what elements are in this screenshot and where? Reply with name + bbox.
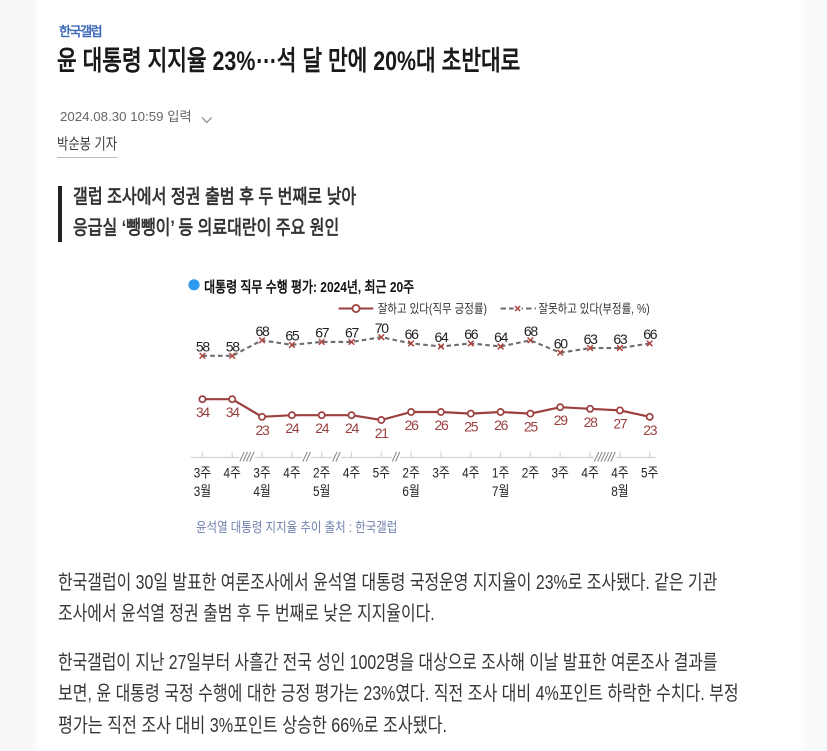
svg-text:8월: 8월 — [611, 483, 628, 499]
svg-text:5주: 5주 — [641, 464, 658, 480]
svg-text:64: 64 — [494, 329, 508, 345]
svg-text:64: 64 — [435, 329, 449, 345]
svg-text:63: 63 — [613, 331, 627, 347]
svg-text:26: 26 — [494, 417, 508, 433]
svg-text:5주: 5주 — [373, 464, 390, 480]
svg-text:4주: 4주 — [283, 464, 300, 480]
svg-text:21: 21 — [375, 425, 389, 441]
svg-text:29: 29 — [554, 412, 568, 428]
svg-text:27: 27 — [613, 415, 627, 431]
svg-text:5월: 5월 — [313, 483, 330, 499]
svg-text:25: 25 — [464, 419, 478, 435]
svg-text:70: 70 — [375, 320, 389, 336]
svg-text:4주: 4주 — [224, 464, 241, 480]
svg-text:24: 24 — [285, 420, 299, 436]
svg-text:잘못하고 있다(부정률, %): 잘못하고 있다(부정률, %) — [539, 301, 650, 316]
svg-text:4주: 4주 — [581, 464, 598, 480]
svg-text:2주: 2주 — [313, 464, 330, 480]
svg-text:3주: 3주 — [552, 464, 569, 480]
svg-text:68: 68 — [256, 323, 270, 339]
svg-text:66: 66 — [464, 326, 478, 342]
svg-text:66: 66 — [405, 326, 419, 342]
svg-text:58: 58 — [196, 339, 210, 355]
svg-text:23: 23 — [256, 422, 270, 438]
svg-text:60: 60 — [554, 335, 568, 351]
svg-text:7월: 7월 — [492, 483, 509, 499]
svg-text:28: 28 — [584, 414, 598, 430]
svg-text:26: 26 — [405, 417, 419, 433]
svg-text:65: 65 — [285, 328, 299, 344]
svg-text:25: 25 — [524, 419, 538, 435]
svg-text:3주: 3주 — [253, 464, 270, 480]
svg-text:67: 67 — [345, 325, 359, 341]
svg-text:2주: 2주 — [522, 464, 539, 480]
svg-text:4월: 4월 — [253, 483, 270, 499]
svg-text:4주: 4주 — [611, 464, 628, 480]
svg-text:34: 34 — [226, 404, 240, 420]
svg-text:66: 66 — [643, 326, 657, 342]
svg-text:34: 34 — [196, 404, 210, 420]
svg-text:24: 24 — [315, 420, 329, 436]
svg-text:4주: 4주 — [462, 464, 479, 480]
svg-text:3주: 3주 — [432, 464, 449, 480]
svg-text:58: 58 — [226, 339, 240, 355]
svg-text:잘하고 있다(직무 긍정률): 잘하고 있다(직무 긍정률) — [378, 301, 487, 316]
svg-text:24: 24 — [345, 420, 359, 436]
svg-text:4주: 4주 — [343, 464, 360, 480]
svg-text:26: 26 — [435, 417, 449, 433]
svg-text:3주: 3주 — [194, 464, 211, 480]
svg-text:68: 68 — [524, 323, 538, 339]
svg-text:6월: 6월 — [402, 483, 419, 499]
svg-text:2주: 2주 — [402, 464, 419, 480]
svg-text:대통령 직무 수행 평가: 2024년, 최근 20주: 대통령 직무 수행 평가: 2024년, 최근 20주 — [204, 278, 414, 296]
svg-text:67: 67 — [315, 325, 329, 341]
svg-text:1주: 1주 — [492, 464, 509, 480]
svg-text:23: 23 — [643, 422, 657, 438]
svg-text:3월: 3월 — [194, 483, 211, 499]
svg-text:63: 63 — [584, 331, 598, 347]
